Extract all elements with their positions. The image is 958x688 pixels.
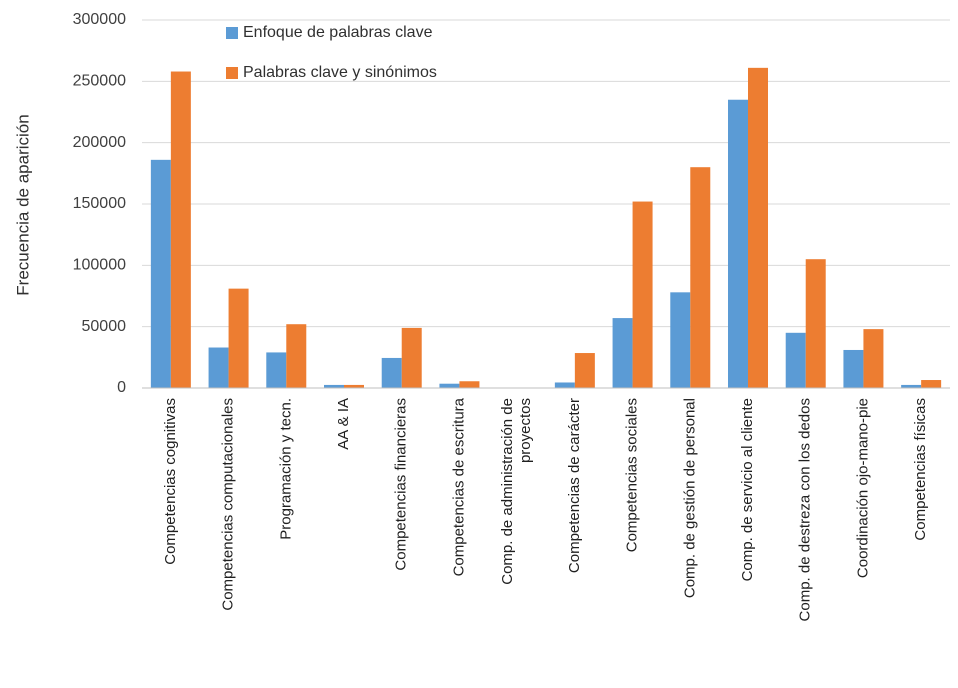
bar-keywords-synonyms [401, 327, 422, 388]
x-category-label: Competencias de carácter [566, 398, 583, 573]
bar-keyword-approach [728, 99, 748, 388]
x-category-label: Coordinación ojo-mano-pie [854, 398, 871, 578]
y-tick-label: 250000 [73, 73, 126, 90]
y-tick-label: 0 [117, 379, 126, 396]
x-axis-categories: Competencias cognitivas Competencias comp… [162, 397, 929, 621]
x-category-label: Comp. de servicio al cliente [739, 398, 756, 581]
y-tick-label: 200000 [73, 134, 126, 151]
bar-keyword-approach [439, 383, 460, 388]
legend-swatch [226, 27, 238, 39]
bar-keywords-synonyms [748, 67, 768, 388]
bar-keywords-synonyms [863, 329, 884, 388]
x-category-text: Comp. de destreza con los dedos [797, 398, 814, 621]
legend-label: Palabras clave y sinónimos [243, 64, 437, 81]
x-category-text: proyectos [517, 398, 534, 463]
bar-keyword-approach [554, 382, 575, 388]
bars [150, 67, 942, 389]
x-category-text: AA & IA [335, 398, 352, 450]
x-category-text: Programación y tecn. [277, 398, 294, 540]
bar-keyword-approach [381, 357, 402, 388]
x-category-label: Comp. de administración de proyectos [499, 398, 534, 585]
bar-keyword-approach [150, 159, 171, 388]
bar-keywords-synonyms [170, 71, 191, 389]
x-category-label: Competencias cognitivas [162, 398, 179, 565]
bar-keyword-approach [612, 318, 633, 388]
y-tick-label: 300000 [73, 11, 126, 28]
bar-keywords-synonyms [459, 381, 480, 388]
x-category-label: Comp. de gestión de personal [681, 398, 698, 598]
x-category-text: Competencias de escritura [450, 397, 467, 576]
y-tick-label: 150000 [73, 195, 126, 212]
y-tick-label: 100000 [73, 257, 126, 274]
bar-keywords-synonyms [344, 384, 364, 388]
x-category-label: Competencias sociales [624, 398, 641, 552]
bar-keyword-approach [785, 332, 806, 388]
bar-keywords-synonyms [690, 167, 711, 388]
bar-keywords-synonyms [286, 324, 307, 388]
x-category-text: Comp. de gestión de personal [681, 398, 698, 598]
legend-swatch [226, 67, 238, 79]
bar-keywords-synonyms [921, 380, 942, 388]
bar-keywords-synonyms [574, 353, 595, 388]
bar-keyword-approach [843, 349, 864, 388]
y-tick-label: 50000 [82, 318, 127, 335]
x-category-text: Comp. de administración de [499, 398, 516, 585]
bar-keyword-approach [266, 352, 287, 388]
x-category-label: Competencias físicas [912, 398, 929, 541]
x-category-text: Competencias de carácter [566, 398, 583, 573]
legend: Enfoque de palabras clave Palabras clave … [226, 24, 437, 81]
legend-label: Enfoque de palabras clave [243, 24, 433, 41]
x-category-text: Competencias computacionales [220, 398, 237, 611]
x-category-label: Programación y tecn. [277, 398, 294, 540]
x-category-text: Competencias físicas [912, 398, 929, 541]
bar-keywords-synonyms [805, 259, 826, 388]
bar-keyword-approach [324, 384, 344, 388]
bar-keyword-approach [901, 384, 922, 388]
x-category-text: Competencias sociales [624, 398, 641, 552]
x-category-text: Competencias financieras [393, 398, 410, 571]
bar-keywords-synonyms [228, 288, 249, 388]
bar-keyword-approach [670, 292, 691, 388]
x-category-text: Comp. de servicio al cliente [739, 398, 756, 581]
x-category-text: Competencias cognitivas [162, 398, 179, 565]
bar-keywords-synonyms [632, 201, 653, 388]
x-category-label: Competencias computacionales [220, 398, 237, 611]
x-category-text: Coordinación ojo-mano-pie [854, 398, 871, 578]
x-category-label: Comp. de destreza con los dedos [797, 398, 814, 621]
y-axis-label: Frecuencia de aparición [13, 114, 32, 295]
x-category-label: AA & IA [335, 398, 352, 450]
bar-keyword-approach [208, 347, 229, 388]
x-category-label: Competencias financieras [393, 398, 410, 571]
y-axis-ticks: 0 50000 100000 150000 200000 250000 300000 [73, 11, 126, 396]
x-category-label: Competencias de escritura [450, 397, 467, 576]
